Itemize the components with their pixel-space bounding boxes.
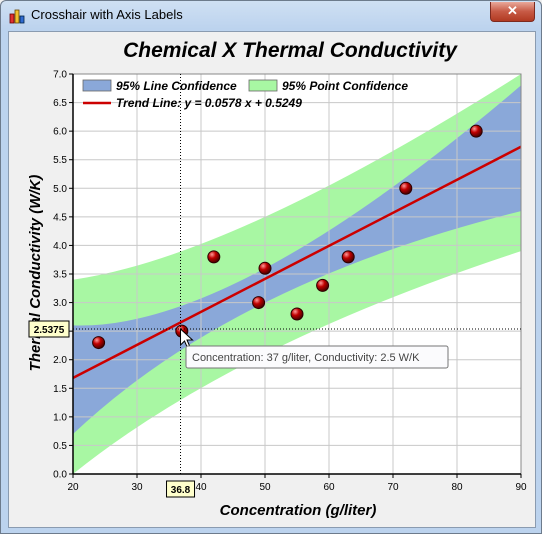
chart-bars-icon: [9, 9, 25, 24]
x-tick-label: 90: [515, 482, 527, 493]
legend-line-confidence-swatch: [82, 79, 112, 92]
chart-area: Chemical X Thermal Conductivity Concentr…: [8, 31, 536, 528]
x-tick-label: 80: [451, 482, 463, 493]
close-icon: ✕: [507, 3, 518, 18]
y-axis-label: Thermal Conductivity (W/K): [27, 175, 44, 372]
y-tick-label: 2.0: [53, 355, 67, 366]
y-tick-label: 3.5: [53, 270, 67, 281]
data-point[interactable]: [469, 124, 483, 138]
data-point[interactable]: [399, 181, 413, 195]
y-tick-label: 0.5: [53, 441, 67, 452]
plot-content: [73, 74, 521, 474]
y-tick-label: 6.5: [53, 98, 67, 109]
y-tick-label: 7.0: [53, 70, 67, 81]
tooltip-box: [185, 345, 449, 369]
crosshair-x-label-box: [166, 480, 196, 498]
title-bar[interactable]: Crosshair with Axis Labels ✕: [1, 1, 541, 31]
x-tick-label: 20: [67, 482, 79, 493]
data-point[interactable]: [207, 250, 221, 264]
crosshair-y-label: 2.5375: [34, 325, 65, 336]
legend-line-confidence-label: 95% Line Confidence: [116, 79, 237, 93]
x-tick-label: 30: [131, 482, 143, 493]
window-title: Crosshair with Axis Labels: [31, 7, 183, 22]
chart-title: Chemical X Thermal Conductivity: [123, 39, 458, 62]
y-tick-label: 4.5: [53, 212, 67, 223]
line-confidence-band: [73, 85, 521, 434]
legend-point-confidence-swatch: [248, 79, 278, 92]
data-point[interactable]: [258, 261, 272, 275]
chart-svg: Chemical X Thermal Conductivity Concentr…: [27, 39, 527, 519]
close-button[interactable]: ✕: [490, 2, 535, 22]
data-point[interactable]: [252, 296, 266, 310]
crosshair-y-label-box: [28, 320, 70, 338]
y-tick-label: 3.0: [53, 298, 67, 309]
y-tick-label: 1.0: [53, 412, 67, 423]
data-point[interactable]: [290, 307, 304, 321]
data-point[interactable]: [341, 250, 355, 264]
y-tick-label: 6.0: [53, 127, 67, 138]
data-point[interactable]: [316, 278, 330, 292]
x-tick-label: 60: [323, 482, 335, 493]
y-tick-label: 0.0: [53, 470, 67, 481]
tooltip-text: Concentration: 37 g/liter, Conductivity:…: [192, 352, 420, 364]
data-point[interactable]: [92, 336, 106, 350]
x-tick-label: 50: [259, 482, 271, 493]
x-axis-label: Concentration (g/liter): [220, 502, 377, 519]
trend-line: [73, 145, 521, 380]
x-tick-label: 40: [195, 482, 207, 493]
legend-point-confidence-label: 95% Point Confidence: [282, 79, 408, 93]
y-tick-label: 1.5: [53, 384, 67, 395]
legend-trend-label: Trend Line: y = 0.0578 x + 0.5249: [116, 96, 302, 110]
y-tick-label: 5.0: [53, 184, 67, 195]
x-tick-label: 70: [387, 482, 399, 493]
y-tick-label: 4.0: [53, 241, 67, 252]
y-tick-label: 5.5: [53, 155, 67, 166]
crosshair-x-label: 36.8: [171, 485, 191, 496]
